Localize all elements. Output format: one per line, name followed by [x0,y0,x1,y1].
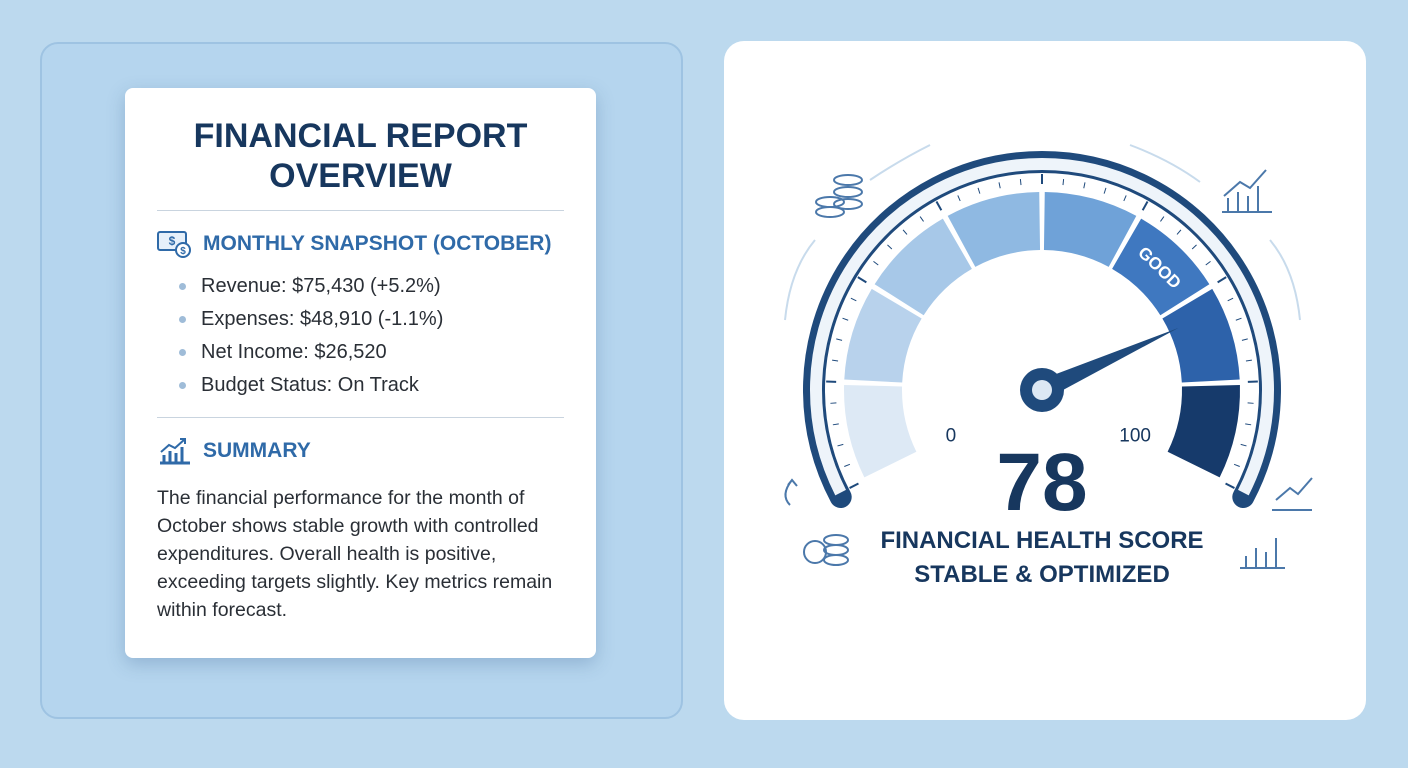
needle-hub-center [1032,380,1052,400]
divider [157,210,564,211]
rim-tick [1245,359,1252,362]
summary-header: SUMMARY [157,436,564,466]
rim-tick [935,201,943,211]
score-subtitle: STABLE & OPTIMIZED [914,561,1170,588]
divider [157,417,564,418]
snapshot-item: Expenses: $48,910 (-1.1%) [179,304,564,337]
rim-tick [977,187,981,194]
rim-tick [1241,338,1248,341]
rim-tick [832,359,839,362]
snapshot-header: $ $ MONTHLY SNAPSHOT (OCTOBER) [157,229,564,259]
gauge-zone [947,192,1041,267]
rim-tick [1225,482,1235,489]
summary-heading: SUMMARY [203,439,311,462]
score-title: FINANCIAL HEALTH SCORE [880,527,1203,554]
chart-icon [160,438,190,465]
rim-tick [1205,260,1211,266]
max-label: 100 [1119,426,1151,447]
rim-tick [849,482,859,489]
snapshot-item: Budget Status: On Track [179,370,564,403]
rim-tick [836,338,843,341]
rim-tick [1103,187,1107,194]
rim-tick [844,463,851,467]
decor-icons [784,144,1313,569]
rim-tick [1233,463,1240,467]
rim-tick [857,276,867,284]
snapshot-item: Revenue: $75,430 (+5.2%) [179,271,564,304]
rim-tick [842,317,849,321]
rim-tick [1217,276,1227,284]
rim-tick [1235,317,1242,321]
svg-text:$: $ [169,234,176,248]
gauge-zone [1162,288,1240,383]
rim-tick [837,443,844,447]
snapshot-heading: MONTHLY SNAPSHOT (OCTOBER) [203,232,552,255]
score-value: 78 [996,437,1087,528]
rim-tick [1083,182,1086,189]
rim-tick [873,260,879,266]
rim-tick [1019,179,1022,186]
report-title: FINANCIAL REPORT OVERVIEW [193,117,528,195]
gauge-zone [844,384,917,478]
rim-tick [887,244,893,250]
rim-tick [1062,179,1065,186]
min-label: 0 [946,426,957,447]
rim-tick [902,229,908,235]
rim-tick [1227,297,1234,302]
money-icon: $$ [157,231,191,258]
rim-tick [832,423,839,426]
gauge-zone [1112,218,1210,316]
report-card: FINANCIAL REPORT OVERVIEW $ $ MONTHLY SNA… [125,88,596,658]
rim-tick [1176,229,1182,235]
rim-tick [1160,216,1165,222]
rim-tick [850,297,857,302]
gauge-zone [844,288,922,383]
gauge-zone [1043,192,1137,267]
rim-tick [1141,201,1149,211]
rim-tick [998,182,1001,189]
summary-text: The financial performance for the month … [157,487,553,621]
rim-tick [957,195,961,202]
rim-tick [1123,195,1127,202]
snapshot-item: Net Income: $26,520 [179,337,564,370]
snapshot-list: Revenue: $75,430 (+5.2%) Expenses: $48,9… [157,271,564,403]
needle [1037,327,1179,400]
gauge-zone [1167,384,1241,478]
rim-tick [1240,443,1247,447]
rim-tick [1191,244,1197,250]
gauge-rim-inner [810,158,1274,496]
svg-text:$: $ [180,246,186,257]
rim-tick [1245,423,1252,426]
gauge-zone [874,218,972,316]
rim-tick [919,216,924,222]
